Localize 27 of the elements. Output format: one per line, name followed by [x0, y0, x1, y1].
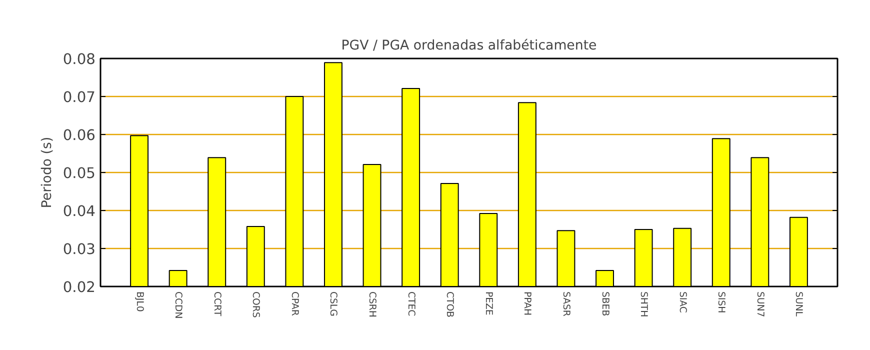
y-tick-label: 0.07 [62, 89, 96, 106]
x-tick-label: CORS [250, 292, 262, 318]
x-tick-label: CTOB [444, 292, 456, 318]
y-tick-label: 0.06 [62, 127, 96, 144]
x-tick-label: BJL0 [134, 292, 145, 312]
chart-title: PGV / PGA ordenadas alfabéticamente [341, 38, 597, 54]
x-tick-label: CCDN [172, 292, 184, 319]
y-tick-label: 0.02 [62, 279, 96, 296]
x-tick-label: CCRT [211, 292, 222, 316]
x-tick-label: SBEB [599, 292, 610, 316]
x-tick-label: SUNL [793, 292, 804, 318]
x-tick-label: SIAC [676, 292, 688, 313]
x-tick-label: SISH [716, 292, 727, 314]
x-tick-label: PPAH [522, 292, 533, 316]
x-tick-label: SASR [560, 292, 572, 317]
x-tick-label: CSLG [328, 292, 339, 316]
x-tick-label: CSRH [366, 292, 378, 318]
x-tick-label: PEZE [482, 292, 494, 316]
y-tick-label: 0.05 [62, 165, 96, 182]
y-tick-label: 0.03 [62, 241, 96, 258]
x-tick-label: CPAR [288, 292, 300, 316]
x-tick-label: SHTH [638, 292, 650, 318]
x-tick-label: SUN7 [754, 292, 766, 318]
y-axis-title: Periodo (s) [40, 136, 55, 208]
x-tick-label: CTEC [405, 292, 416, 316]
y-tick-label: 0.08 [62, 51, 96, 68]
y-tick-label: 0.04 [62, 203, 96, 220]
